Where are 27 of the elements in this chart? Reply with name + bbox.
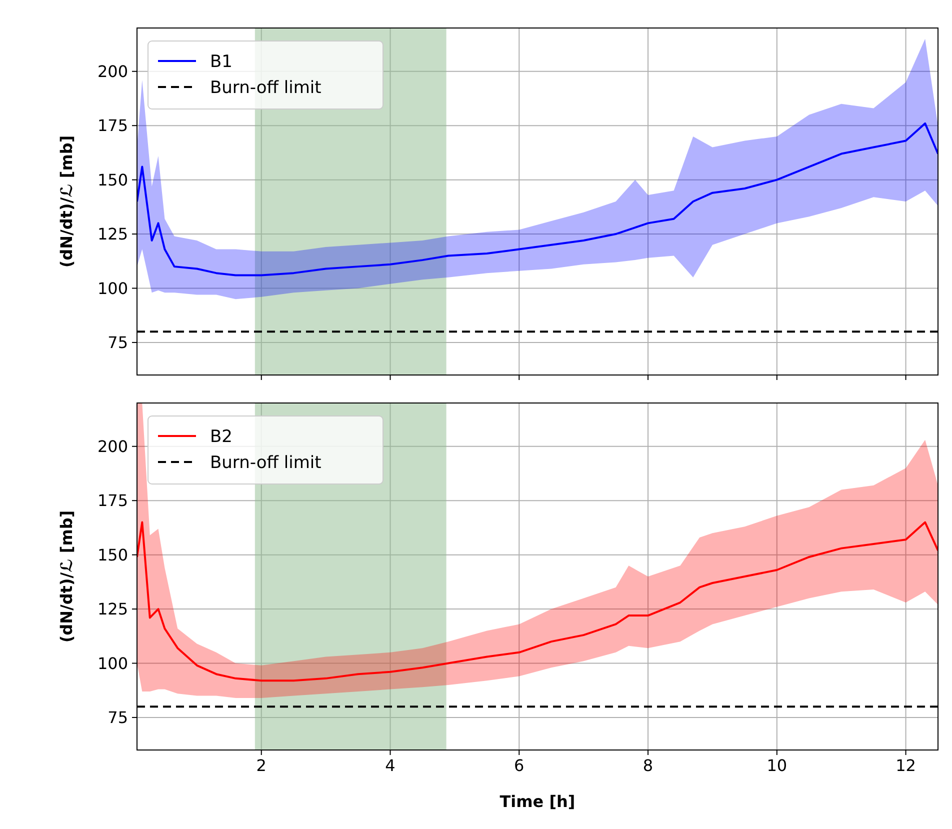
y-tick-label: 125 bbox=[97, 224, 128, 244]
y-tick-label: 150 bbox=[97, 545, 128, 564]
y-tick-label: 100 bbox=[97, 278, 128, 298]
y-tick-label: 200 bbox=[97, 62, 128, 81]
y-tick-label: 100 bbox=[97, 654, 128, 673]
x-tick-label: 4 bbox=[385, 756, 396, 775]
y-tick-label: 175 bbox=[97, 491, 128, 510]
x-tick-label: 10 bbox=[766, 756, 788, 775]
legend-label: Burn-off limit bbox=[210, 78, 322, 98]
y-tick-label: 175 bbox=[97, 116, 128, 136]
y-tick-label: 75 bbox=[108, 333, 128, 352]
y-axis-title: (dN/dt)/ℒ [mb] bbox=[57, 510, 76, 643]
line-series bbox=[137, 122, 938, 276]
legend-label: B1 bbox=[210, 52, 232, 72]
legend-label: B2 bbox=[210, 426, 232, 447]
x-axis-title: Time [h] bbox=[500, 792, 576, 811]
legend-label: Burn-off limit bbox=[210, 452, 322, 473]
y-tick-label: 75 bbox=[108, 708, 128, 728]
x-tick-label: 6 bbox=[514, 756, 524, 775]
x-tick-label: 12 bbox=[896, 756, 916, 775]
line-series bbox=[137, 521, 938, 682]
y-tick-label: 200 bbox=[97, 436, 128, 456]
y-tick-label: 150 bbox=[97, 170, 128, 190]
y-tick-label: 125 bbox=[97, 600, 128, 619]
x-tick-label: 8 bbox=[642, 756, 654, 775]
y-axis-title: (dN/dt)/ℒ [mb] bbox=[57, 135, 76, 268]
x-tick-label: 2 bbox=[256, 756, 266, 775]
